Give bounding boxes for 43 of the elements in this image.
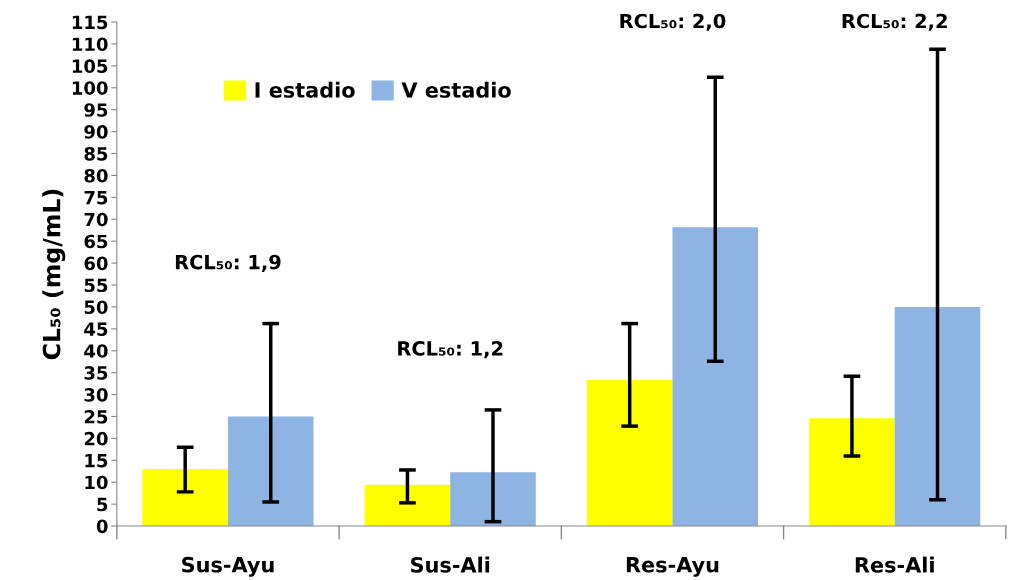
y-tick-label: 70 <box>84 212 108 227</box>
bar <box>586 380 673 527</box>
y-tick-label: 75 <box>84 191 108 205</box>
y-tick-label: 35 <box>84 366 108 380</box>
x-tick-label: Sus-Ali <box>411 556 490 573</box>
y-tick-label: 85 <box>84 146 108 161</box>
annotation: RCL₅₀: 1,2 <box>398 341 503 359</box>
bar <box>364 484 451 527</box>
y-tick-label: 0 <box>96 519 108 534</box>
legend-label: V estadio <box>401 81 511 98</box>
x-tick-label: Sus-Ayu <box>182 556 274 577</box>
bar <box>672 227 759 527</box>
y-tick-label: 45 <box>84 322 108 336</box>
y-tick-label: 50 <box>84 300 108 315</box>
y-tick-label: 65 <box>84 234 108 249</box>
y-axis-title: CL₅₀ (mg/mL) <box>42 189 66 360</box>
y-tick-label: 60 <box>84 256 108 271</box>
annotation: RCL₅₀: 1,9 <box>175 254 281 272</box>
annotation: RCL₅₀: 2,0 <box>620 13 726 31</box>
legend-label: I estadio <box>255 81 355 98</box>
bar <box>894 306 981 527</box>
y-tick-label: 80 <box>84 168 108 183</box>
y-tick-label: 25 <box>84 409 108 424</box>
bar <box>809 418 895 527</box>
x-tick-label: Res-Ayu <box>626 557 719 577</box>
y-tick-label: 115 <box>72 15 108 30</box>
y-tick-label: 55 <box>84 278 108 293</box>
y-tick-label: 15 <box>85 454 108 468</box>
y-tick-label: 10 <box>85 475 108 490</box>
bar <box>142 469 228 527</box>
y-tick-label: 40 <box>84 344 108 358</box>
y-tick-label: 20 <box>84 431 108 446</box>
bar <box>450 472 536 527</box>
y-tick-label: 105 <box>72 59 108 73</box>
y-tick-label: 95 <box>84 103 108 117</box>
y-tick-label: 5 <box>97 497 108 512</box>
y-tick-label: 90 <box>84 125 108 139</box>
y-tick-label: 30 <box>84 388 108 402</box>
y-tick-label: 100 <box>72 81 108 95</box>
bar <box>227 416 314 527</box>
y-tick-label: 110 <box>72 37 108 52</box>
annotation: RCL₅₀: 2,2 <box>842 13 947 31</box>
x-tick-label: Res-Ali <box>855 556 934 573</box>
